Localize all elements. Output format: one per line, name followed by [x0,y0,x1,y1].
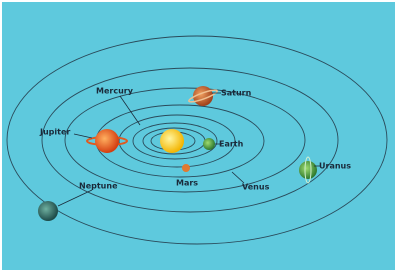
planet-label: Uranus [319,162,351,171]
planet-label: Saturn [221,89,252,98]
earth [203,138,215,150]
jupiter [95,129,119,153]
mars [182,164,190,172]
planet-label: Jupiter [39,128,70,137]
planet-label: Mercury [96,87,134,96]
solar-system-diagram: Mercury Saturn Jupiter Earth Mars Venus … [0,0,397,274]
sun [160,129,184,153]
planet-label: Venus [242,183,270,192]
neptune [38,201,58,221]
uranus [299,161,317,179]
planet-label: Mars [176,179,198,188]
planet-label: Earth [219,140,244,149]
planet-label: Neptune [79,182,118,191]
